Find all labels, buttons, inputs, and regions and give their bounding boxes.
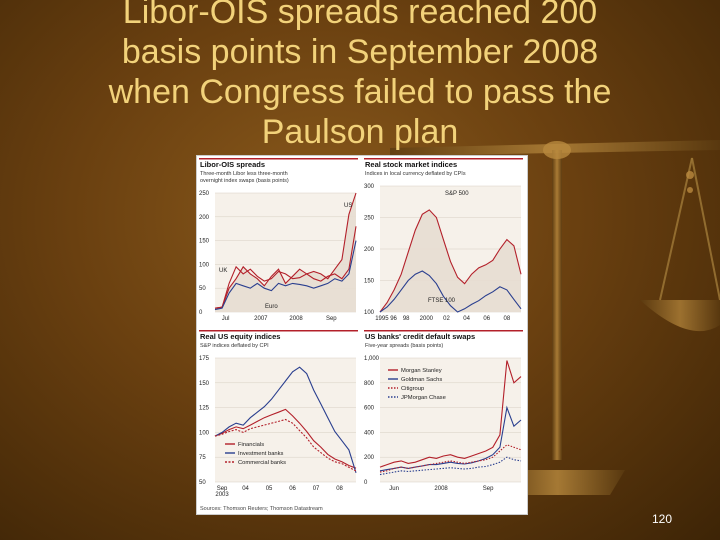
- chart-1-x-tick-label: 2008: [289, 316, 303, 322]
- chart-2-x-tick-label: 98: [403, 316, 410, 322]
- chart-1-x-tick-label: 2007: [254, 316, 268, 322]
- chart-1-series-label: UK: [219, 268, 227, 274]
- chart-3-title: Real US equity indices: [200, 332, 280, 341]
- title-line-1: Libor-OIS spreads reached 200: [122, 0, 598, 31]
- chart-2-x-tick-label: 04: [463, 316, 470, 322]
- chart-1-y-tick-label: 100: [199, 262, 210, 268]
- chart-3-y-tick-label: 75: [199, 455, 206, 461]
- chart-3-x-tick-label: 06: [289, 486, 296, 492]
- chart-4-legend-label: Morgan Stanley: [401, 368, 442, 374]
- economist-chart-panel: Libor-OIS spreads Three-month Libor less …: [196, 155, 528, 515]
- chart-4-legend-label: Goldman Sachs: [401, 377, 442, 383]
- chart-4-legend-label: Citigroup: [401, 386, 424, 392]
- chart-3-legend-label: Commercial banks: [238, 460, 286, 466]
- chart-1-title: Libor-OIS spreads: [200, 160, 265, 169]
- chart-2-series-line: [379, 270, 522, 313]
- chart-1-title-rule: [199, 158, 358, 160]
- chart-3-series-line: [214, 366, 357, 473]
- chart-2-y-tick-label: 200: [364, 247, 375, 253]
- chart-2-y-tick-label: 150: [364, 279, 375, 285]
- chart-2-x-tick-label: 2000: [420, 316, 434, 322]
- source-note: Sources: Thomson Reuters; Thomson Datast…: [200, 506, 323, 512]
- chart-4-title: US banks' credit default swaps: [365, 332, 475, 341]
- chart-1-subtitle: Three-month Libor less three-month: [200, 171, 288, 177]
- chart-4-y-tick-label: 0: [364, 480, 368, 486]
- title-line-2: basis points in September 2008: [121, 33, 599, 71]
- chart-2-y-tick-label: 300: [364, 184, 375, 190]
- chart-4-x-tick-label: 2008: [434, 486, 448, 492]
- chart-1-series-line: [214, 192, 357, 309]
- chart-2-y-tick-label: 100: [364, 310, 375, 316]
- chart-3-x-tick-label: 04: [242, 486, 249, 492]
- chart-4-x-tick-label: Jun: [389, 486, 399, 492]
- chart-3-y-tick-label: 125: [199, 406, 210, 412]
- chart-4-subtitle: Five-year spreads (basis points): [365, 343, 443, 349]
- chart-1-series-label: US: [344, 203, 352, 209]
- chart-2-title: Real stock market indices: [365, 160, 457, 169]
- chart-4-title-rule: [364, 330, 523, 332]
- chart-3-series-line: [214, 408, 357, 469]
- chart-1-x-tick-label: Sep: [326, 316, 337, 322]
- chart-2-y-tick-label: 250: [364, 216, 375, 222]
- chart-1-y-tick-label: 250: [199, 191, 210, 197]
- chart-4-series-line: [379, 444, 522, 473]
- chart-2-series-label: FTSE 100: [428, 298, 456, 304]
- chart-2-x-tick-label: 06: [483, 316, 490, 322]
- page-number: 120: [652, 512, 673, 526]
- chart-4-y-tick-label: 200: [364, 455, 375, 461]
- chart-2-series-label: S&P 500: [445, 191, 469, 197]
- chart-3-legend-label: Financials: [238, 442, 264, 448]
- chart-1-series-label: Euro: [265, 304, 278, 310]
- chart-1-y-tick-label: 150: [199, 239, 210, 245]
- chart-2-series-line: [379, 209, 522, 313]
- chart-3-title-rule: [199, 330, 358, 332]
- chart-3-y-tick-label: 100: [199, 430, 210, 436]
- chart-1-y-tick-label: 200: [199, 215, 210, 221]
- chart-3-x-tick-label: 07: [313, 486, 320, 492]
- chart-3-x-tick-label: 05: [266, 486, 273, 492]
- chart-1-subtitle: overnight index swaps (basis points): [200, 178, 289, 184]
- chart-1-x-tick-label: Jul: [222, 316, 230, 322]
- chart-3-y-tick-label: 150: [199, 381, 210, 387]
- chart-3-y-tick-label: 50: [199, 480, 206, 486]
- chart-4-legend-label: JPMorgan Chase: [401, 395, 446, 401]
- chart-2-x-tick-label: 1995 96: [375, 316, 397, 322]
- chart-4-y-tick-label: 600: [364, 406, 375, 412]
- title-line-4: Paulson plan: [261, 113, 459, 151]
- chart-4-y-tick-label: 800: [364, 381, 375, 387]
- chart-1-series-line: [214, 240, 357, 311]
- chart-3-x-tick-label: Sep: [217, 486, 228, 492]
- chart-4-y-tick-label: 1,000: [364, 356, 380, 362]
- chart-2-x-tick-label: 08: [504, 316, 511, 322]
- chart-2-series-area: [380, 209, 521, 312]
- chart-1-y-tick-label: 0: [199, 310, 203, 316]
- chart-4-series-line: [379, 360, 522, 468]
- chart-2-subtitle: Indices in local currency deflated by CP…: [365, 171, 466, 177]
- chart-4-y-tick-label: 400: [364, 430, 375, 436]
- chart-2-x-tick-label: 02: [443, 316, 450, 322]
- chart-1-series-area: [215, 193, 356, 312]
- chart-1-series-line: [214, 226, 357, 309]
- chart-3-x-tick-label: 08: [336, 486, 343, 492]
- chart-3-legend-label: Investment banks: [238, 451, 284, 457]
- title-line-3: when Congress failed to pass the: [108, 73, 612, 111]
- slide-title: Libor-OIS spreads reached 200 basis poin…: [0, 0, 720, 152]
- chart-4-x-tick-label: Sep: [483, 486, 494, 492]
- chart-2-title-rule: [364, 158, 523, 160]
- chart-3-x-tick-label: 2003: [215, 492, 229, 498]
- chart-1-y-tick-label: 50: [199, 286, 206, 292]
- chart-3-y-tick-label: 175: [199, 356, 210, 362]
- four-chart-figure: Libor-OIS spreads Three-month Libor less …: [199, 158, 523, 512]
- chart-3-series-line: [214, 418, 357, 472]
- chart-3-subtitle: S&P indices deflated by CPI: [200, 343, 269, 349]
